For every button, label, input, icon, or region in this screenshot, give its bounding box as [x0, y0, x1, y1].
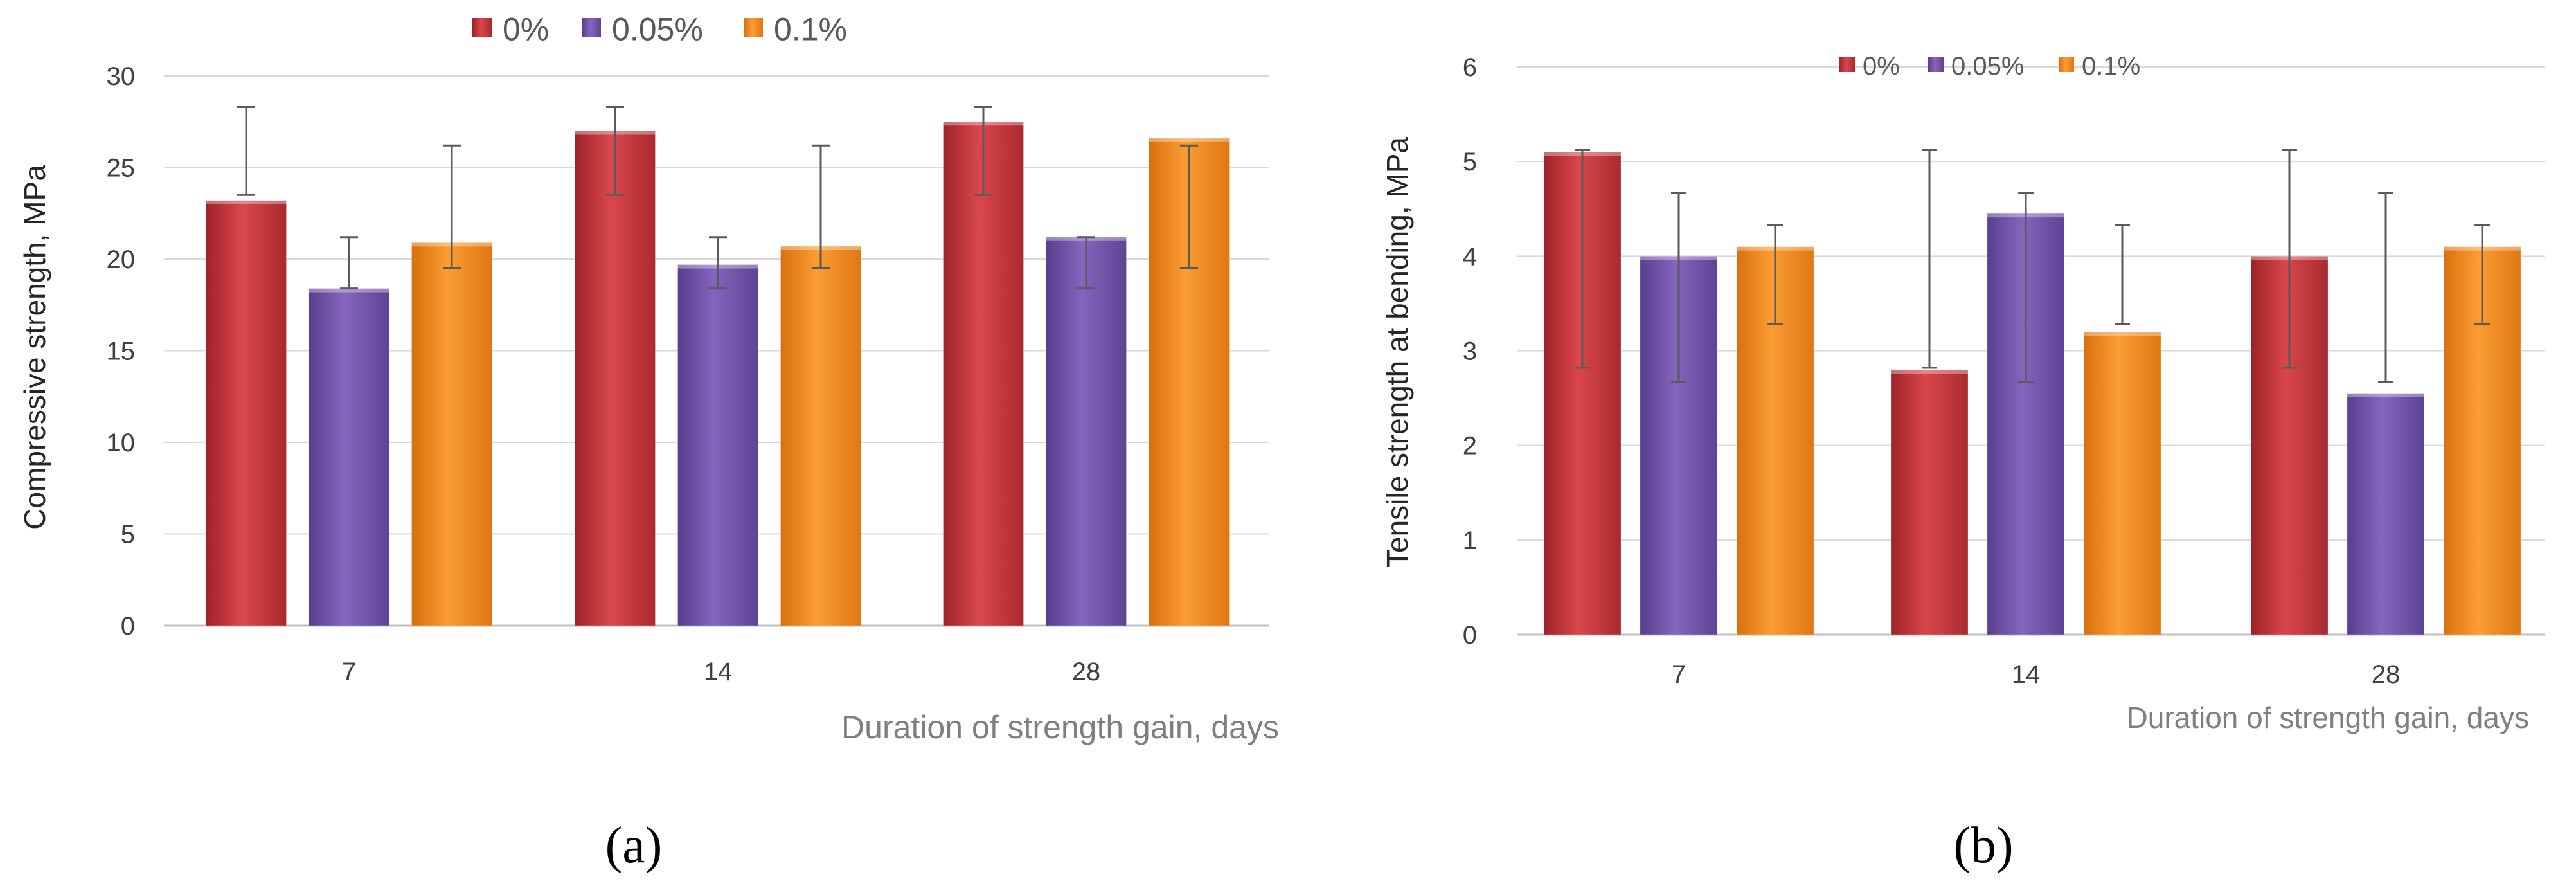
x-tick-label: 7	[342, 658, 356, 686]
bar	[780, 246, 861, 626]
x-axis-label: Duration of strength gain, days	[841, 709, 1279, 745]
y-axis-label: Tensile strength at bending, MPa	[1381, 137, 1414, 568]
legend-label: 0%	[1863, 52, 1900, 80]
bar	[943, 121, 1024, 626]
bar	[2347, 393, 2425, 635]
caption-a: (a)	[605, 817, 663, 874]
y-tick-label: 20	[107, 246, 136, 274]
y-tick-label: 5	[1463, 148, 1477, 176]
bar	[1890, 369, 1969, 635]
legend-label: 0.05%	[612, 12, 703, 48]
legend-swatch	[582, 18, 601, 37]
bar	[411, 242, 492, 626]
legend-swatch	[2059, 57, 2074, 72]
bar-top-highlight	[1891, 369, 1968, 374]
legend-swatch	[744, 18, 763, 37]
y-tick-label: 6	[1463, 53, 1477, 82]
x-tick-label: 7	[1672, 660, 1686, 689]
y-tick-label: 2	[1463, 432, 1477, 460]
bar-top-highlight	[206, 200, 287, 204]
y-tick-label: 15	[107, 338, 136, 366]
x-tick-label: 28	[2372, 660, 2401, 689]
y-tick-label: 0	[121, 612, 135, 640]
bar	[1046, 237, 1127, 626]
x-tick-label: 14	[704, 658, 733, 686]
bar	[309, 288, 389, 626]
bar-top-highlight	[1149, 138, 1230, 142]
bar	[1149, 138, 1230, 626]
caption-b: (b)	[1953, 817, 2014, 874]
x-axis-label: Duration of strength gain, days	[2127, 701, 2529, 734]
y-tick-label: 5	[121, 521, 135, 549]
y-tick-label: 25	[107, 154, 136, 183]
y-tick-label: 1	[1463, 527, 1477, 555]
legend-swatch	[472, 18, 492, 37]
bar	[2083, 331, 2161, 635]
chart-b-tensile-strength: 0 1 2 3 4 5 6 7 14 28 Duration of strength gain, d…	[1381, 52, 2545, 734]
y-tick-label: 3	[1463, 338, 1477, 366]
bar-top-highlight	[2347, 393, 2424, 397]
y-tick-label: 30	[107, 62, 136, 91]
y-axis-label: Compressive strength, MPa	[18, 165, 51, 530]
legend-swatch	[1839, 57, 1855, 72]
legend-label: 0.1%	[2082, 52, 2140, 80]
y-tick-label: 10	[107, 429, 136, 457]
chart-a-compressive-strength: 0 5 10 15 20 25 30 7 14 28 Duration of strength ga…	[18, 12, 1279, 746]
bar-top-highlight	[309, 288, 389, 293]
bar	[575, 131, 656, 626]
legend-swatch	[1928, 57, 1944, 72]
x-tick-label: 28	[1072, 658, 1101, 686]
x-tick-label: 14	[2012, 660, 2041, 689]
legend-label: 0.05%	[1951, 52, 2024, 80]
legend-label: 0.1%	[774, 12, 847, 48]
bar	[206, 200, 287, 626]
y-tick-label: 0	[1463, 621, 1477, 649]
y-tick-label: 4	[1463, 242, 1477, 271]
bar	[677, 264, 758, 626]
bar-top-highlight	[2084, 332, 2161, 336]
legend-label: 0%	[503, 12, 549, 48]
